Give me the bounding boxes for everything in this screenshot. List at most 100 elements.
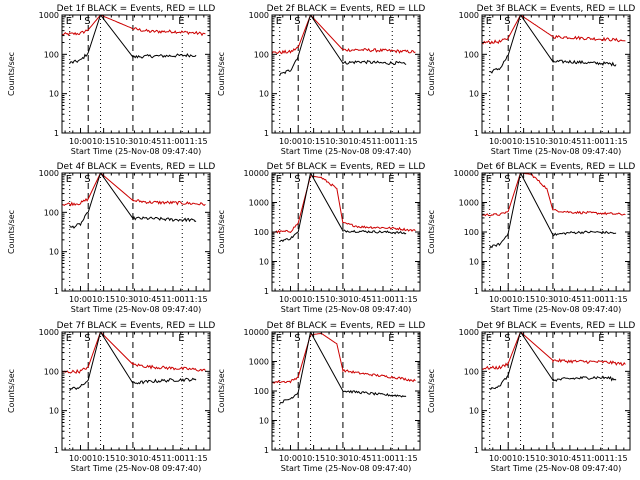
x-tick-label: 10:15: [512, 137, 535, 146]
plot-frame: [61, 172, 211, 292]
x-tick-label: 10:45: [348, 137, 371, 146]
x-tick-label: 10:30: [325, 295, 348, 304]
y-axis-label: Counts/sec: [217, 369, 226, 413]
x-tick-label: 11:00: [371, 137, 394, 146]
y-tick-label: 100: [254, 50, 269, 59]
y-tick-label: 10: [259, 90, 269, 99]
marker-label: S: [504, 174, 510, 185]
y-tick-label: 10000: [244, 328, 269, 337]
marker-label: E: [388, 174, 394, 185]
chart-title: Det 4f BLACK = Events, RED = LLD: [57, 162, 216, 172]
marker-label: S: [294, 333, 300, 344]
chart-panel: Det 1f BLACK = Events, RED = LLD E S E 10:00…: [7, 4, 215, 156]
plot-frame: [481, 14, 631, 134]
x-tick-label: 11:15: [185, 295, 208, 304]
events-series-line: [279, 332, 407, 405]
y-tick-label: 100: [44, 367, 59, 376]
marker-label: E: [486, 16, 492, 27]
y-axis-label: Counts/sec: [7, 369, 16, 413]
y-tick-label: 1000: [39, 328, 59, 337]
series-group: [482, 15, 626, 74]
x-tick-label: 10:45: [558, 137, 581, 146]
x-tick-label: 10:15: [302, 295, 325, 304]
x-tick-label: 11:00: [581, 454, 604, 463]
x-tick-label: 10:30: [325, 137, 348, 146]
x-tick-label: 10:00: [69, 137, 92, 146]
chart-title: Det 3f BLACK = Events, RED = LLD: [477, 4, 636, 14]
y-tick-label: 1000: [39, 11, 59, 20]
y-tick-label: 1: [474, 446, 479, 455]
x-tick-label: 11:15: [605, 295, 628, 304]
x-tick-label: 11:00: [581, 137, 604, 146]
y-tick-label: 100: [464, 50, 479, 59]
x-tick-label: 10:15: [302, 454, 325, 463]
y-tick-label: 10: [259, 417, 269, 426]
x-tick-label: 10:45: [138, 454, 161, 463]
x-tick-label: 10:30: [535, 137, 558, 146]
marker-label: E: [598, 16, 604, 27]
y-tick-label: 10: [469, 258, 479, 267]
series-group: [62, 15, 206, 64]
x-axis-label: Start Time (25-Nov-08 09:47:40): [491, 147, 621, 156]
series-group: [482, 173, 626, 249]
plot-frame: [271, 14, 421, 134]
marker-label: E: [276, 174, 282, 185]
y-tick-label: 1: [264, 287, 269, 296]
marker-label: E: [388, 333, 394, 344]
x-tick-label: 10:00: [489, 454, 512, 463]
events-series-line: [279, 15, 407, 76]
y-tick-label: 1000: [459, 328, 479, 337]
x-tick-label: 10:15: [512, 454, 535, 463]
lld-series-line: [62, 332, 206, 374]
plot-frame: [481, 331, 631, 451]
y-tick-label: 10: [469, 90, 479, 99]
x-axis-label: Start Time (25-Nov-08 09:47:40): [491, 305, 621, 314]
marker-label: S: [294, 174, 300, 185]
x-tick-label: 11:15: [395, 295, 418, 304]
lld-series-line: [272, 175, 416, 234]
y-tick-label: 1000: [39, 169, 59, 178]
y-tick-label: 1: [54, 446, 59, 455]
lld-series-line: [272, 332, 416, 384]
series-group: [272, 332, 416, 405]
x-tick-label: 11:00: [371, 454, 394, 463]
x-tick-label: 10:45: [558, 295, 581, 304]
x-tick-label: 10:15: [512, 295, 535, 304]
lld-series-line: [272, 15, 416, 55]
series-group: [62, 332, 206, 391]
y-axis-label: Counts/sec: [7, 52, 16, 96]
x-axis-label: Start Time (25-Nov-08 09:47:40): [71, 305, 201, 314]
marker-label: E: [66, 174, 72, 185]
y-tick-label: 1: [264, 129, 269, 138]
marker-label: S: [504, 16, 510, 27]
x-tick-label: 11:00: [161, 295, 184, 304]
y-tick-label: 1000: [249, 11, 269, 20]
chart-panel: Det 2f BLACK = Events, RED = LLD E S E 10:00…: [217, 4, 425, 156]
x-axis-label: Start Time (25-Nov-08 09:47:40): [281, 464, 411, 473]
y-tick-label: 1: [474, 129, 479, 138]
marker-label: E: [276, 333, 282, 344]
x-tick-label: 10:00: [69, 454, 92, 463]
series-group: [482, 332, 626, 391]
marker-label: S: [294, 16, 300, 27]
chart-title: Det 1f BLACK = Events, RED = LLD: [57, 4, 216, 14]
x-tick-label: 10:00: [279, 454, 302, 463]
x-tick-label: 10:30: [115, 137, 138, 146]
chart-title: Det 7f BLACK = Events, RED = LLD: [57, 321, 216, 331]
lld-series-line: [482, 173, 626, 217]
x-tick-label: 10:15: [92, 295, 115, 304]
chart-panel: Det 6f BLACK = Events, RED = LLD E S E 10:00…: [427, 162, 635, 314]
x-tick-label: 10:15: [92, 137, 115, 146]
events-series-line: [279, 173, 407, 243]
y-tick-label: 1: [54, 287, 59, 296]
x-tick-label: 10:30: [535, 295, 558, 304]
y-tick-label: 1000: [459, 199, 479, 208]
y-tick-label: 1: [264, 446, 269, 455]
y-tick-label: 10: [259, 258, 269, 267]
marker-label: E: [178, 16, 184, 27]
y-tick-label: 100: [464, 367, 479, 376]
marker-label: E: [66, 16, 72, 27]
x-tick-label: 11:00: [161, 137, 184, 146]
y-tick-label: 1000: [249, 199, 269, 208]
chart-panel: Det 4f BLACK = Events, RED = LLD E S E 10:00…: [7, 162, 215, 314]
